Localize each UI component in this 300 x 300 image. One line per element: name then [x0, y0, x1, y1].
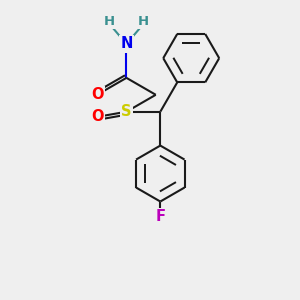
Text: S: S: [121, 104, 132, 119]
Text: H: H: [104, 14, 115, 28]
Text: F: F: [155, 209, 165, 224]
Text: H: H: [138, 14, 149, 28]
Text: O: O: [91, 87, 103, 102]
Text: N: N: [120, 37, 133, 52]
Text: O: O: [92, 109, 104, 124]
